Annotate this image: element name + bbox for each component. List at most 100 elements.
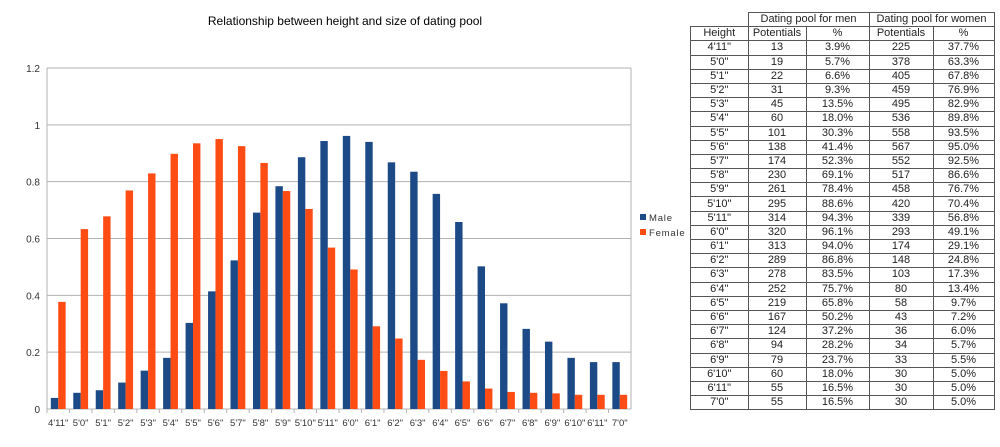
table-row: 5'6" 138 41.4% 567 95.0%	[690, 139, 995, 155]
table-cell: 6'4"	[690, 281, 749, 297]
table-cell: 49.1%	[932, 224, 995, 241]
bar-female	[327, 247, 336, 409]
table-row: 5'8" 230 69.1% 517 86.6%	[690, 168, 995, 184]
table-cell: 6'11"	[690, 380, 749, 397]
table-cell: 16.5%	[805, 395, 870, 411]
x-tick-label: 5'11"	[318, 418, 338, 429]
table-cell: 55	[747, 380, 807, 397]
x-tick-label: 6'8"	[522, 418, 538, 429]
bar-female	[237, 146, 246, 410]
table-row: 6'11" 55 16.5% 30 5.0%	[690, 380, 995, 397]
column-header: %	[932, 26, 995, 42]
table-row: 5'0" 19 5.7% 378 63.3%	[690, 54, 995, 70]
bar-male	[73, 392, 81, 409]
table-cell: 6'3"	[690, 267, 749, 283]
table-cell: 420	[868, 196, 934, 212]
table-cell: 339	[868, 210, 934, 226]
table-cell: 93.5%	[932, 125, 995, 141]
table-cell: 5.0%	[932, 395, 995, 411]
table-cell: 5.0%	[932, 366, 995, 382]
table-cell: 16.5%	[805, 380, 870, 397]
bar-male	[612, 362, 620, 409]
bar-female	[507, 391, 515, 409]
bar-female	[462, 381, 470, 409]
table-cell: 65.8%	[805, 295, 870, 311]
table-cell: 70.4%	[932, 196, 995, 212]
table-cell: 60	[747, 366, 807, 382]
table-cell: 19	[747, 54, 807, 70]
table-cell: 5'9"	[690, 182, 749, 198]
table-row: 5'2" 31 9.3% 459 76.9%	[690, 82, 995, 99]
table-cell: 30	[868, 395, 934, 411]
table-cell: 320	[747, 224, 807, 241]
men-group-header: Dating pool for men	[747, 11, 870, 28]
table-cell: 13	[747, 40, 807, 56]
bar-female	[103, 216, 111, 409]
table-cell: 536	[868, 111, 934, 127]
bar-female	[282, 191, 291, 409]
x-tick-label: 5'9"	[275, 418, 291, 429]
table-cell: 495	[868, 97, 934, 113]
table-cell: 6'7"	[690, 324, 749, 340]
table-row: 6'5" 219 65.8% 58 9.7%	[690, 295, 995, 311]
table-row: 5'10" 295 88.6% 420 70.4%	[690, 196, 995, 212]
bar-male	[455, 222, 463, 409]
bar-male	[118, 382, 126, 409]
table-cell: 30.3%	[805, 125, 870, 141]
table-row: 6'8" 94 28.2% 34 5.7%	[690, 338, 995, 354]
table-cell: 37.2%	[805, 324, 870, 340]
dating-pool-table: Dating pool for men Dating pool for wome…	[690, 11, 995, 411]
y-tick-label: 0.2	[26, 348, 40, 359]
table-cell: 567	[868, 139, 934, 155]
table-cell: 75.7%	[805, 281, 870, 297]
bar-female	[350, 269, 358, 409]
table-row: 5'7" 174 52.3% 552 92.5%	[690, 153, 995, 170]
table-cell: 225	[868, 40, 934, 56]
bar-female	[417, 359, 426, 409]
table-row: 7'0" 55 16.5% 30 5.0%	[690, 395, 995, 411]
bar-male	[275, 186, 283, 409]
table-cell: 95.0%	[932, 139, 995, 155]
bar-male	[208, 291, 216, 409]
bar-male	[252, 212, 261, 409]
x-tick-label: 6'2"	[387, 418, 403, 429]
table-row: 6'0" 320 96.1% 293 49.1%	[690, 224, 995, 241]
table-cell: 86.8%	[805, 253, 870, 269]
x-tick-label: 4'11"	[48, 418, 68, 429]
legend-swatch-female	[640, 229, 646, 235]
table-row: 6'4" 252 75.7% 80 13.4%	[690, 281, 995, 297]
x-tick-label: 6'7"	[500, 418, 516, 429]
x-tick-label: 5'10"	[295, 418, 316, 429]
table-cell: 34	[868, 338, 934, 354]
table-cell: 78.4%	[805, 182, 870, 198]
y-tick-label: 0	[34, 405, 40, 416]
table-cell: 30	[868, 366, 934, 382]
table-cell: 289	[747, 253, 807, 269]
x-tick-label: 6'11"	[587, 418, 607, 429]
table-cell: 30	[868, 380, 934, 397]
column-header: Potentials	[747, 26, 807, 42]
x-tick-label: 6'4"	[432, 418, 448, 429]
table-cell: 5'2"	[690, 82, 749, 99]
x-tick-label: 6'5"	[455, 418, 471, 429]
x-tick-label: 5'4"	[163, 418, 179, 429]
table-cell: 80	[868, 281, 934, 297]
table-cell: 6'6"	[690, 309, 749, 326]
table-cell: 6'10"	[690, 366, 749, 382]
x-tick-label: 6'10"	[564, 418, 585, 429]
bar-male	[297, 157, 306, 409]
table-cell: 37.7%	[932, 40, 995, 56]
table-cell: 94.0%	[805, 238, 870, 255]
bar-female	[125, 190, 134, 409]
table-cell: 9.3%	[805, 82, 870, 99]
table-cell: 552	[868, 153, 934, 170]
table-cell: 101	[747, 125, 807, 141]
table-cell: 378	[868, 54, 934, 70]
table-cell: 13.4%	[932, 281, 995, 297]
bar-male	[544, 341, 553, 409]
y-tick-label: 1.2	[26, 64, 40, 75]
table-cell: 41.4%	[805, 139, 870, 155]
table-cell: 83.5%	[805, 267, 870, 283]
table-cell: 89.8%	[932, 111, 995, 127]
bar-male	[95, 390, 104, 409]
